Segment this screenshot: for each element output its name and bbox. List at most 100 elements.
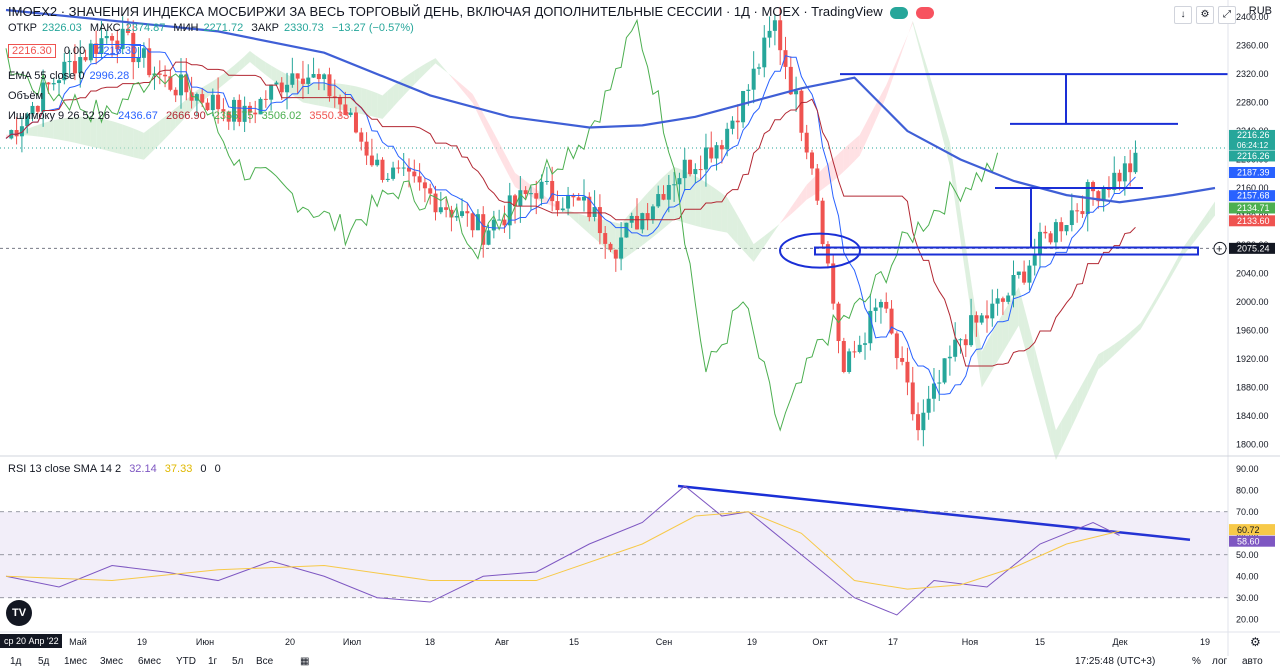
candle-body [693, 169, 698, 175]
range-all[interactable]: Все [256, 656, 274, 667]
price-tick: 2280.00 [1236, 98, 1269, 108]
log-toggle[interactable]: лог [1212, 656, 1228, 667]
candle-body [279, 82, 284, 93]
cloud-segment [398, 77, 404, 102]
user-drawings[interactable] [677, 73, 1230, 541]
cloud-segment [112, 121, 118, 154]
candle-body [926, 398, 931, 413]
candle-body [1064, 225, 1069, 232]
candle-body [969, 315, 974, 346]
cloud-segment [43, 121, 49, 138]
calendar-icon[interactable]: ▦ [300, 656, 310, 667]
rsi-legend[interactable]: RSI 13 close SMA 14 2 32.14 37.33 0 0 [8, 463, 221, 475]
buy-button[interactable]: 2216.30 [93, 44, 142, 58]
candle-body [1059, 222, 1064, 232]
cloud-segment [849, 139, 855, 167]
sell-button[interactable]: 2216.30 [8, 44, 56, 58]
ichimoku-legend[interactable]: Ишимоку 9 26 52 26 2436.67 2666.90 2355.… [8, 110, 350, 122]
cloud-segment [827, 158, 834, 186]
ohlc-row: ОТКР 2326.03 МАКС 2374.87 МИН 2271.72 ЗАКР 2… [8, 22, 414, 34]
range-3m[interactable]: 3мес [100, 656, 123, 667]
cloud-segment [1002, 304, 1009, 353]
cloud-segment [1209, 201, 1215, 223]
candle-body [401, 167, 406, 169]
ema-legend[interactable]: EMA 55 close 0 2996.28 [8, 70, 130, 82]
chart-title[interactable]: IMOEX2 · ЗНАЧЕНИЯ ИНДЕКСА МОСБИРЖИ ЗА ВЕ… [8, 4, 883, 19]
cloud-segment [801, 184, 807, 205]
cloud-segment [907, 21, 913, 37]
auto-toggle[interactable]: авто [1242, 656, 1263, 667]
cloud-segment [1167, 267, 1173, 284]
fullscreen-icon[interactable]: ⤢ [1218, 6, 1236, 24]
cloud-segment [1050, 409, 1056, 461]
range-5d[interactable]: 5д [38, 656, 50, 667]
candle-body [125, 28, 130, 33]
cloud-segment [716, 189, 722, 232]
cloud-segment [1204, 209, 1210, 229]
rsi-tick: 20.00 [1236, 614, 1259, 624]
cloud-segment [234, 60, 240, 76]
candle-body [274, 82, 279, 85]
volume-legend[interactable]: Объём [8, 90, 44, 102]
cloud-segment [212, 77, 219, 94]
candle-body [735, 120, 740, 123]
range-1y[interactable]: 1г [208, 656, 218, 667]
candle-body [974, 315, 979, 323]
candle-body [804, 132, 809, 153]
candle-body [518, 190, 523, 207]
price-badge-text: 2133.60 [1237, 216, 1270, 226]
cloud-segment [637, 198, 643, 250]
candle-body [78, 57, 83, 74]
indicator-lines [5, 8, 1216, 432]
cloud-segment [833, 153, 839, 181]
tradingview-logo[interactable]: TV [6, 600, 32, 626]
candle-body [157, 73, 162, 75]
price-badge [1229, 190, 1275, 202]
cloud-segment [721, 193, 728, 233]
range-ytd[interactable]: YTD [176, 656, 196, 667]
cloud-segment [965, 245, 972, 314]
candle-body [460, 211, 465, 216]
cloud-segment [101, 118, 107, 151]
cloud-segment [218, 73, 224, 89]
candle-body [57, 80, 62, 84]
arrow-down-icon[interactable]: ↓ [1174, 6, 1192, 24]
range-1m[interactable]: 1мес [64, 656, 87, 667]
cloud-segment [748, 234, 754, 262]
cloud-segment [435, 58, 441, 68]
candle-body [62, 61, 67, 81]
candle-body [232, 99, 237, 122]
range-5y[interactable]: 5л [232, 656, 244, 667]
cloud-segment [313, 82, 319, 106]
candle-body [491, 219, 496, 231]
candle-body [990, 303, 995, 319]
candle-body [46, 82, 51, 85]
clock[interactable]: 17:25:48 (UTC+3) [1075, 656, 1156, 667]
cloud-segment [472, 93, 478, 114]
percent-toggle[interactable]: % [1192, 656, 1201, 667]
cloud-segment [255, 54, 261, 71]
range-1d[interactable]: 1д [10, 656, 22, 667]
cloud-segment [430, 58, 436, 69]
candle-body [290, 73, 295, 85]
candle-body [19, 126, 24, 137]
candle-body [1027, 265, 1032, 283]
candle-body [703, 147, 708, 170]
cloud-segment [711, 185, 717, 231]
cloud-segment [1055, 421, 1062, 461]
candle-body [810, 152, 814, 169]
candle-body [624, 222, 629, 238]
settings-icon[interactable]: ⚙ [1196, 6, 1214, 24]
cloud-segment [568, 210, 574, 220]
candle-body [99, 38, 104, 54]
candle-body [916, 414, 921, 431]
candle-body [369, 155, 374, 166]
range-6m[interactable]: 6мес [138, 656, 161, 667]
candle-body [1048, 233, 1053, 243]
rsi-panel [0, 485, 1228, 616]
cloud-segment [1061, 411, 1067, 450]
candle-body [502, 219, 507, 226]
candle-body [730, 120, 735, 129]
time-tick: Май [69, 637, 87, 647]
